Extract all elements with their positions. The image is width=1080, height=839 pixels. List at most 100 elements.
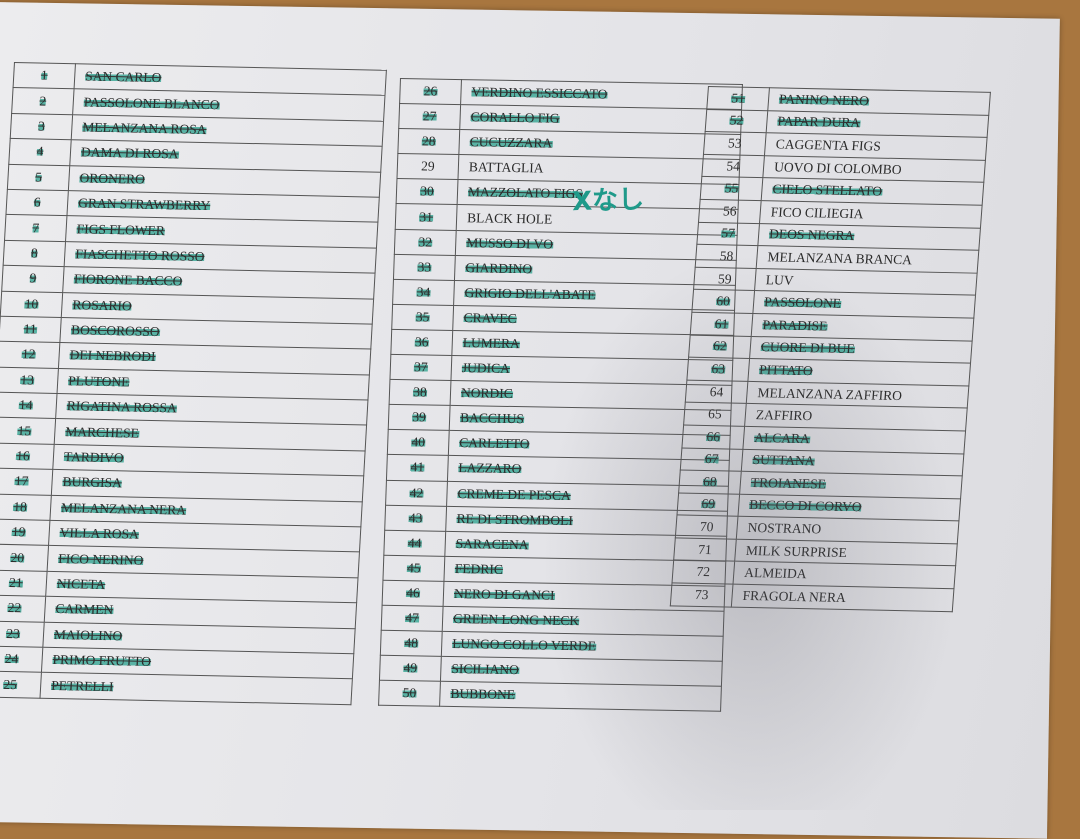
item-number-text: 69 <box>701 496 716 512</box>
item-number: 35 <box>391 304 454 331</box>
item-number-text: 41 <box>410 459 425 475</box>
item-name-text: BUBBONE <box>450 686 516 703</box>
item-name-text: JUDICA <box>461 360 511 377</box>
item-number-text: 40 <box>411 434 426 450</box>
item-number-text: 71 <box>697 541 713 557</box>
item-name-text: FIORONE BACCO <box>73 271 183 289</box>
item-name-text: UOVO DI COLOMBO <box>773 158 903 177</box>
item-number: 40 <box>387 429 450 456</box>
item-name-text: CARMEN <box>55 601 114 618</box>
item-number-text: 50 <box>402 685 417 701</box>
handwritten-annotation: Xなし <box>571 184 645 218</box>
item-number: 30 <box>396 178 458 205</box>
item-name: BECCO DI CORVO <box>737 493 961 522</box>
item-name-text: PETRELLI <box>50 677 114 694</box>
item-number: 16 <box>0 443 55 470</box>
item-name-text: NORDIC <box>460 385 514 402</box>
item-number: 54 <box>701 154 765 179</box>
item-name-text: GIARDINO <box>465 259 533 277</box>
item-name-text: RE DI STROMBOLI <box>456 510 574 528</box>
item-name-text: ZAFFIRO <box>755 407 813 424</box>
item-number: 46 <box>382 580 444 607</box>
item-number: 24 <box>0 645 43 673</box>
item-number-text: 45 <box>406 560 421 576</box>
item-number: 20 <box>0 544 49 572</box>
item-number-text: 12 <box>21 346 36 362</box>
item-name-text: TROIANESE <box>750 474 827 492</box>
item-number: 49 <box>379 655 442 682</box>
item-name-text: CRAVEC <box>463 310 517 326</box>
table-row: 50 BUBBONE <box>378 680 722 712</box>
item-number-text: 3 <box>37 118 46 134</box>
item-name-text: PARADISE <box>762 316 828 334</box>
item-number-text: 54 <box>725 157 741 174</box>
item-number: 3 <box>10 113 73 140</box>
item-number: 67 <box>680 447 743 472</box>
item-number: 63 <box>686 357 750 382</box>
item-name: PITTATO <box>747 358 971 386</box>
item-number-text: 35 <box>415 309 430 325</box>
item-number: 70 <box>675 515 738 540</box>
item-number: 43 <box>384 504 447 532</box>
item-name-text: FRAGOLA NERA <box>742 587 847 605</box>
item-number-text: 7 <box>31 219 40 236</box>
item-name-text: SAN CARLO <box>84 68 162 86</box>
item-name-text: CREME DE PESCA <box>457 485 572 503</box>
item-number-text: 66 <box>706 428 721 445</box>
item-number-text: 34 <box>416 284 431 300</box>
item-number-text: 22 <box>7 600 22 616</box>
item-number: 17 <box>0 468 53 496</box>
item-name-text: FIGS FLOWER <box>76 220 166 238</box>
item-name-text: NICETA <box>56 576 106 593</box>
item-number-text: 32 <box>418 233 433 250</box>
item-name-text: CIELO STELLATO <box>771 181 883 199</box>
item-number: 52 <box>705 109 768 133</box>
item-number-text: 52 <box>729 112 744 129</box>
item-number-text: 43 <box>408 509 423 526</box>
item-number: 60 <box>691 289 755 314</box>
item-name-text: FICO CILIEGIA <box>770 204 865 222</box>
item-name-text: SICILIANO <box>451 661 520 678</box>
item-number: 23 <box>0 620 45 648</box>
item-number: 59 <box>693 267 757 291</box>
item-number: 2 <box>11 87 75 115</box>
item-number: 29 <box>396 153 459 180</box>
item-name-text: BATTAGLIA <box>468 159 544 176</box>
item-name-text: MELANZANA ZAFFIRO <box>757 384 903 403</box>
item-number-text: 65 <box>707 406 723 422</box>
item-number: 47 <box>381 605 444 632</box>
item-number: 14 <box>0 392 58 419</box>
item-number-text: 67 <box>704 451 719 467</box>
item-number: 71 <box>673 537 737 562</box>
item-name-text: GREEN LONG NECK <box>452 611 580 629</box>
item-number: 38 <box>389 379 451 406</box>
item-number-text: 68 <box>702 473 718 490</box>
item-number-text: 2 <box>39 93 47 109</box>
item-name-text: PLUTONE <box>67 373 130 390</box>
item-number: 18 <box>0 493 52 521</box>
list-column-1: 1 SAN CARLO 2 PASSOLONE BLANCO 3 MELANZANA RO… <box>0 62 387 705</box>
item-name: DEOS NEGRA <box>757 223 981 251</box>
item-number: 26 <box>399 78 462 105</box>
item-number-text: 49 <box>403 660 418 676</box>
item-name-text: GRAN STRAWBERRY <box>77 195 211 214</box>
item-number: 27 <box>398 103 461 130</box>
item-name-text: GRIGIO DELL'ABATE <box>464 284 596 303</box>
item-number: 41 <box>386 454 449 481</box>
item-name-text: MELANZANA BRANCA <box>767 249 913 268</box>
item-number-text: 21 <box>8 575 24 591</box>
item-number-text: 18 <box>13 498 28 515</box>
item-number-text: 44 <box>407 534 422 551</box>
item-name-text: BECCO DI CORVO <box>748 497 863 515</box>
item-number-text: 37 <box>413 359 428 375</box>
item-name: CIELO STELLATO <box>761 178 984 206</box>
item-name-text: FIASCHETTO ROSSO <box>74 246 205 264</box>
item-name-text: CORALLO FIG <box>470 109 560 126</box>
item-number: 21 <box>0 569 48 597</box>
item-name-text: CARLETTO <box>459 435 530 452</box>
item-number-text: 20 <box>10 549 25 565</box>
item-number-text: 62 <box>712 338 728 354</box>
item-name: CUCUZZARA <box>458 129 741 160</box>
item-number: 15 <box>0 417 56 445</box>
item-number: 32 <box>394 229 457 256</box>
